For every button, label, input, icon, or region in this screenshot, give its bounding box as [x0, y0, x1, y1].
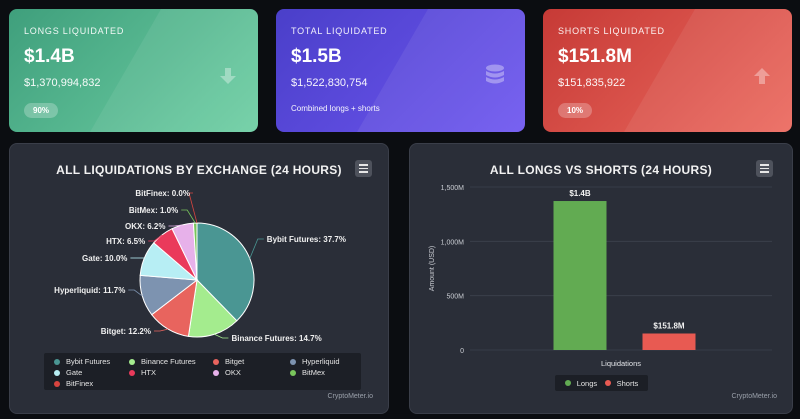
shorts-liquidated-card: SHORTS LIQUIDATED $151.8M $151,835,922 1… — [543, 9, 792, 132]
arrow-down-icon — [220, 68, 236, 84]
bar[interactable] — [553, 201, 607, 350]
card-subtitle: Combined longs + shorts — [291, 104, 380, 113]
legend-label: Gate — [66, 368, 83, 377]
y-axis-label: Amount (USD) — [429, 246, 436, 292]
hamburger-line — [359, 164, 368, 166]
percentage-badge: 10% — [558, 103, 593, 118]
x-axis-label: Liquidations — [601, 359, 641, 368]
card-label: LONGS LIQUIDATED — [24, 26, 125, 36]
legend-dot-icon — [129, 358, 135, 365]
pie-slice[interactable] — [196, 222, 255, 322]
card-label: SHORTS LIQUIDATED — [558, 26, 665, 36]
pie-legend: Bybit Futures Binance Futures Bitget Hyperl… — [44, 353, 361, 390]
pie-data-label: Gate: 10.0% — [82, 254, 127, 263]
bar-chart: 0 500M 1,000M 1,500M Amount (USD) Liquidation… — [429, 185, 772, 368]
pie-connector-line — [154, 328, 169, 332]
pie-data-label: HTX: 6.5% — [106, 237, 145, 246]
legend-item[interactable]: Binance Futures — [129, 357, 196, 366]
hamburger-line — [760, 167, 769, 170]
pie-data-label: Bybit Futures: 37.7% — [267, 235, 346, 244]
legend-item[interactable]: Bybit Futures — [54, 357, 110, 366]
total-liquidated-card: TOTAL LIQUIDATED $1.5B $1,522,830,754 Co… — [276, 9, 525, 132]
legend-dot-icon — [604, 380, 611, 386]
legend-dot-icon — [564, 380, 571, 386]
pie-connector-line — [168, 224, 183, 227]
hamburger-line — [359, 167, 368, 170]
bar[interactable] — [642, 333, 696, 350]
legend-item[interactable]: Hyperliquid — [290, 357, 340, 366]
pie-connector-line — [249, 238, 264, 259]
pie-data-label: OKX: 6.2% — [125, 222, 165, 231]
legend-label: HTX — [141, 368, 156, 377]
credit-text: CryptoMeter.io — [327, 393, 373, 400]
card-value-short: $1.5B — [291, 46, 342, 67]
legend-item[interactable]: BitFinex — [54, 379, 93, 388]
pie-data-label: BitMex: 1.0% — [129, 206, 178, 215]
y-tick-label: 1,500M — [441, 185, 465, 192]
legend-item[interactable]: Bitget — [213, 357, 244, 366]
credit-text: CryptoMeter.io — [731, 393, 777, 400]
chart-menu-button[interactable] — [355, 160, 372, 177]
legend-dot-icon — [290, 358, 296, 365]
database-icon — [486, 64, 504, 84]
legend-item[interactable]: HTX — [129, 368, 156, 377]
pie-connector-line — [188, 192, 198, 224]
pie-data-label: BitFinex: 0.0% — [135, 189, 190, 198]
legend-label: Binance Futures — [141, 357, 196, 366]
legend-dot-icon — [213, 358, 219, 365]
legend-label: Longs — [576, 378, 598, 388]
y-tick-label: 500M — [446, 294, 464, 301]
bar-data-label: $1.4B — [569, 189, 591, 198]
pie-slice[interactable] — [187, 278, 238, 338]
pie-connector-line — [214, 333, 229, 339]
chart-title: ALL LONGS VS SHORTS (24 HOURS) — [489, 163, 713, 177]
chart-title: ALL LIQUIDATIONS BY EXCHANGE (24 HOURS) — [56, 163, 342, 177]
legend-dot-icon — [54, 358, 60, 365]
pie-data-label: Hyperliquid: 11.7% — [54, 286, 125, 295]
arrow-up-icon — [754, 68, 770, 84]
pie-connector-line — [148, 234, 163, 242]
chart-menu-button[interactable] — [756, 160, 773, 177]
card-value-short: $1.4B — [24, 46, 75, 67]
card-label: TOTAL LIQUIDATED — [291, 26, 388, 36]
bar-data-label: $151.8M — [653, 322, 684, 331]
legend-item[interactable]: OKX — [213, 368, 241, 377]
card-value-full: $151,835,922 — [558, 77, 626, 89]
legend-label: BitMex — [302, 368, 325, 377]
pie-data-label: Binance Futures: 14.7% — [231, 334, 321, 343]
percentage-badge: 90% — [24, 103, 59, 118]
legend-label: OKX — [225, 368, 241, 377]
legend-item[interactable]: Shorts — [604, 378, 639, 388]
exchange-liquidations-panel: ALL LIQUIDATIONS BY EXCHANGE (24 HOURS) … — [9, 143, 389, 414]
legend-item[interactable]: Longs — [564, 378, 598, 388]
hamburger-line — [359, 171, 368, 173]
legend-dot-icon — [54, 380, 60, 387]
legend-label: BitFinex — [66, 379, 94, 388]
card-value-full: $1,522,830,754 — [291, 77, 368, 89]
legend-label: Hyperliquid — [302, 357, 340, 366]
legend-dot-icon — [213, 369, 219, 376]
y-tick-label: 1,000M — [441, 239, 465, 246]
hamburger-line — [760, 171, 769, 173]
pie-connector-line — [181, 209, 196, 224]
legend-dot-icon — [129, 369, 135, 376]
legend-dot-icon — [54, 369, 60, 376]
legend-dot-icon — [290, 369, 296, 376]
pie-chart: Bybit Futures: 37.7% Binance Futures: 14.… — [54, 189, 346, 343]
pie-data-label: Bitget: 12.2% — [101, 327, 151, 336]
card-value-short: $151.8M — [558, 46, 632, 67]
hamburger-line — [760, 164, 769, 166]
pie-connector-line — [128, 289, 143, 297]
card-value-full: $1,370,994,832 — [24, 77, 101, 89]
legend-label: Bitget — [225, 357, 245, 366]
legend-label: Bybit Futures — [66, 357, 111, 366]
longs-liquidated-card: LONGS LIQUIDATED $1.4B $1,370,994,832 90… — [9, 9, 258, 132]
longs-vs-shorts-panel: ALL LONGS VS SHORTS (24 HOURS) 0 500M 1,00… — [409, 143, 793, 414]
y-tick-label: 0 — [460, 348, 464, 355]
bar-legend: Longs Shorts — [555, 375, 648, 391]
legend-label: Shorts — [616, 378, 639, 388]
legend-item[interactable]: Gate — [54, 368, 82, 377]
legend-item[interactable]: BitMex — [290, 368, 325, 377]
